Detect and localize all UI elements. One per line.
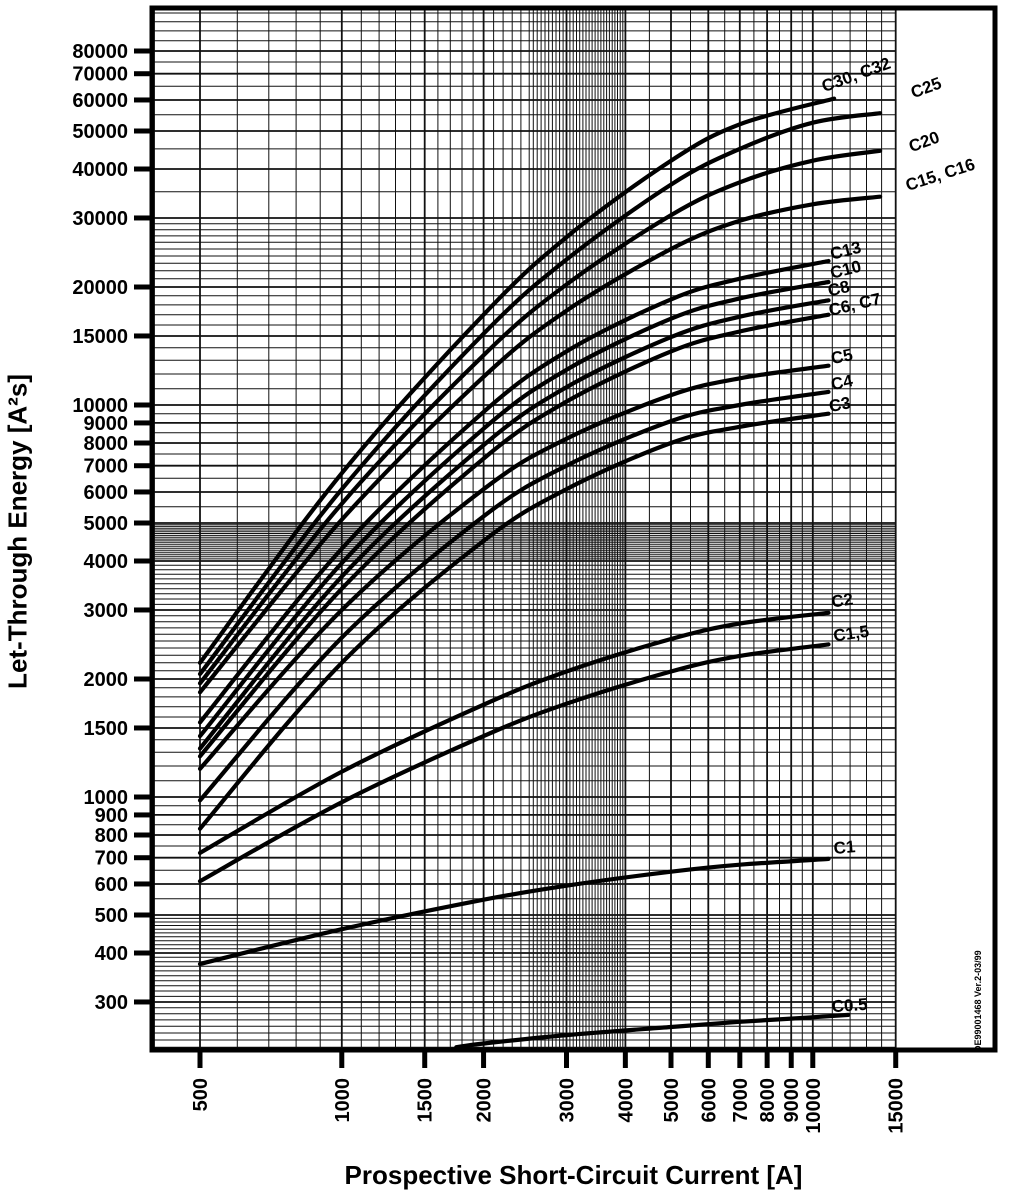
y-tick-label: 9000: [84, 413, 129, 435]
curve-label: C20: [906, 128, 942, 157]
x-tick-label: 4000: [615, 1078, 637, 1123]
y-axis-title: Let-Through Energy [A²s]: [2, 374, 33, 689]
x-tick-label: 3000: [557, 1078, 579, 1123]
curve-c2: [197, 610, 831, 855]
x-tick-label: 1000: [332, 1078, 354, 1123]
curve-c5: [197, 363, 831, 771]
x-axis-title: Prospective Short-Circuit Current [A]: [344, 1160, 803, 1190]
x-tick-label: 9000: [781, 1078, 803, 1123]
curve-c4: [197, 389, 831, 803]
y-tick-label: 7000: [84, 456, 129, 478]
curve-c13: [197, 258, 831, 725]
curve-label: C2: [830, 590, 854, 612]
document-reference: DE99001468 Ver.2-03/99: [973, 950, 983, 1052]
curve-c0-5: [454, 1012, 851, 1050]
curve-label: C5: [829, 345, 854, 368]
curve-label: C4: [829, 371, 855, 394]
y-tick-label: 8000: [84, 433, 129, 455]
y-tick-label: 70000: [72, 64, 128, 86]
y-tick-label: 40000: [72, 159, 128, 181]
x-tick-label: 2000: [474, 1078, 496, 1123]
y-tick-label: 30000: [72, 208, 128, 230]
curve-c30-c32: [197, 96, 837, 665]
curve-label: C1: [833, 837, 856, 858]
x-tick-label: 8000: [757, 1078, 779, 1123]
x-tick-label: 500: [190, 1078, 212, 1111]
curve-c15-c16: [197, 194, 883, 695]
curve-c10: [197, 279, 831, 739]
y-tick-label: 600: [95, 874, 128, 896]
tick-labels: 500 1000 1500 2000 3000 4000 5000 6000 7000 8000 9…: [72, 41, 907, 1134]
y-tick-label: 20000: [72, 277, 128, 299]
curves: [197, 96, 883, 1050]
curve-c20: [197, 148, 883, 686]
curve-label: C8: [826, 277, 851, 300]
y-tick-label: 4000: [84, 551, 129, 573]
x-tick-label: 6000: [698, 1078, 720, 1123]
curve-label: C1,5: [832, 622, 870, 646]
y-tick-label: 50000: [72, 121, 128, 143]
y-tick-label: 3000: [84, 600, 129, 622]
y-tick-label: 1000: [84, 787, 129, 809]
y-tick-label: 1500: [84, 718, 129, 740]
x-tick-label: 15000: [886, 1078, 908, 1134]
y-tick-label: 60000: [72, 90, 128, 112]
y-tick-label: 10000: [72, 395, 128, 417]
curve-label: C0.5: [831, 995, 868, 1016]
curve-c8: [197, 298, 831, 751]
x-tick-label: 7000: [730, 1078, 752, 1123]
curve-c25: [197, 111, 883, 677]
y-tick-label: 2000: [84, 669, 129, 691]
curve-c1-5: [197, 642, 831, 884]
curve-label: C3: [827, 393, 852, 416]
tick-marks: [134, 48, 899, 1068]
plot-frame: [149, 5, 998, 1053]
x-tick-label: 1500: [415, 1078, 437, 1123]
y-tick-label: 80000: [72, 41, 128, 63]
y-tick-label: 500: [95, 905, 128, 927]
y-tick-label: 400: [95, 943, 128, 965]
x-tick-label: 5000: [661, 1078, 683, 1123]
curve-c3: [197, 411, 831, 831]
y-tick-label: 900: [95, 805, 128, 827]
y-tick-label: 6000: [84, 482, 129, 504]
curve-label: C15, C16: [903, 155, 977, 195]
y-tick-label: 800: [95, 825, 128, 847]
curve-c1: [197, 856, 831, 967]
x-tick-label: 10000: [803, 1078, 825, 1134]
y-tick-label: 300: [95, 992, 128, 1014]
curve-c6-c7: [197, 312, 831, 759]
curve-label: C25: [908, 74, 944, 103]
y-tick-label: 15000: [72, 326, 128, 348]
y-tick-label: 5000: [84, 513, 129, 535]
y-tick-label: 700: [95, 848, 128, 870]
